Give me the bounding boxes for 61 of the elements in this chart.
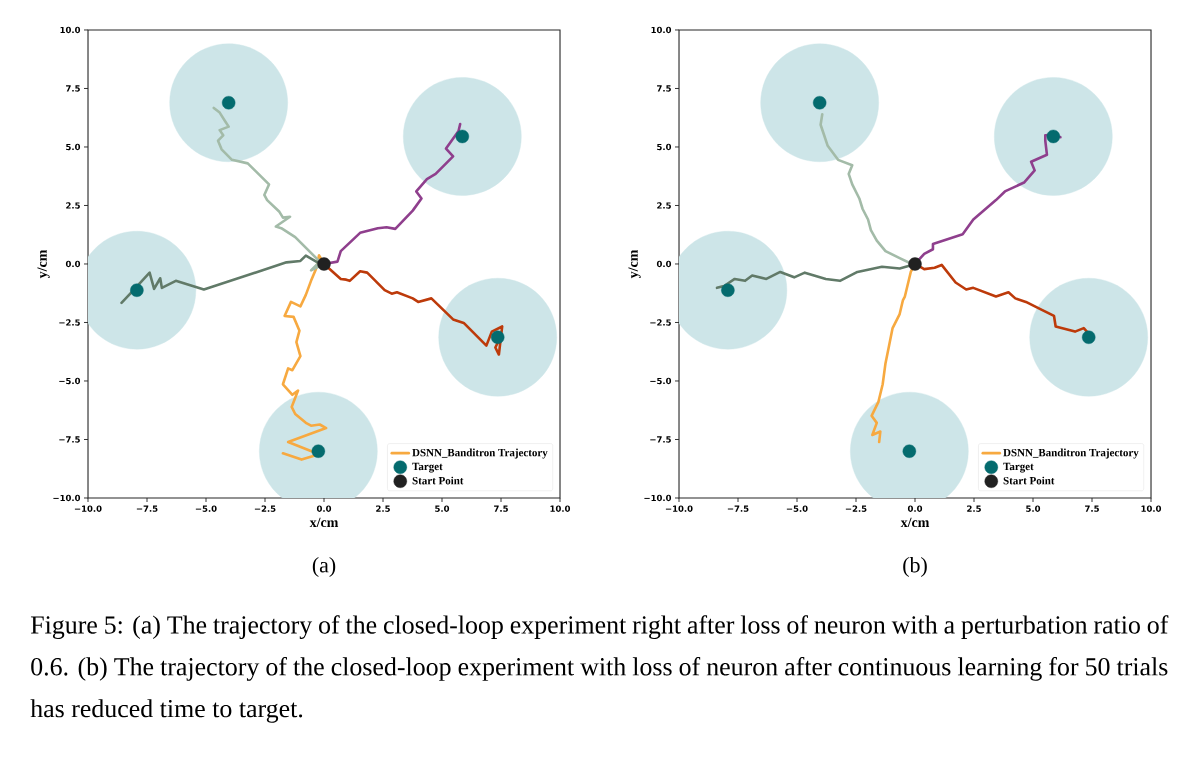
point xyxy=(311,444,326,458)
legend-label: DSNN_Banditron Trajectory xyxy=(412,448,548,459)
x-tick-label: −7.5 xyxy=(727,505,749,512)
point xyxy=(721,283,735,297)
y-axis-title: y/cm xyxy=(628,249,641,279)
y-tick-label: 0.0 xyxy=(65,260,81,268)
y-tick-label: 10.0 xyxy=(60,26,81,34)
y-tick-label: −2.5 xyxy=(650,319,671,326)
y-tick-label: 7.5 xyxy=(66,85,80,92)
y-tick-label: −2.5 xyxy=(59,319,80,326)
x-tick-label: 2.5 xyxy=(967,505,981,512)
x-tick-label: −10.0 xyxy=(665,505,693,512)
point xyxy=(317,257,331,271)
text: (a) xyxy=(312,557,336,577)
x-tick-label: 5.0 xyxy=(435,505,450,512)
point xyxy=(1046,129,1061,144)
legend-label: Start Point xyxy=(412,476,464,485)
x-tick-label: −2.5 xyxy=(845,505,867,512)
y-tick-label: −7.5 xyxy=(650,436,671,443)
x-tick-label: −10.0 xyxy=(74,505,102,512)
point xyxy=(812,96,827,110)
point xyxy=(908,257,922,271)
legend-label: Start Point xyxy=(1003,476,1055,485)
y-tick-label: 2.5 xyxy=(66,202,80,209)
point xyxy=(491,330,505,344)
x-tick-label: −2.5 xyxy=(254,505,276,512)
y-tick-label: −5.0 xyxy=(650,377,672,385)
y-tick-label: −10.0 xyxy=(53,494,81,502)
y-tick-label: 10.0 xyxy=(651,26,672,34)
x-axis-title: x/cm xyxy=(309,517,339,528)
point xyxy=(455,129,469,144)
x-tick-label: −5.0 xyxy=(195,505,217,512)
y-axis-title: y/cm xyxy=(37,249,50,279)
legend-label: Target xyxy=(412,462,443,473)
legend-label: DSNN_Banditron Trajectory xyxy=(1003,448,1139,459)
y-tick-label: −10.0 xyxy=(644,494,672,502)
y-tick-label: 5.0 xyxy=(66,143,81,151)
x-axis-title: x/cm xyxy=(900,517,930,528)
point xyxy=(1082,330,1096,344)
y-tick-label: 2.5 xyxy=(657,202,671,209)
x-tick-label: 0.0 xyxy=(907,505,923,512)
x-tick-label: 10.0 xyxy=(1141,505,1162,512)
caption: Figure 5: (a) The trajectory of the closed-loop experiment right after loss of neuron with a perturbation ratio of 0.6. (b) The trajectory of the closed-loop experiment with loss of neuron after continuous learning for 50 trials has reduced time to target. xyxy=(30,615,1169,723)
legend-label: Target xyxy=(1003,462,1034,473)
x-tick-label: 2.5 xyxy=(376,505,390,512)
x-tick-label: −5.0 xyxy=(786,505,808,512)
y-tick-label: 5.0 xyxy=(657,143,672,151)
point xyxy=(221,96,236,110)
x-tick-label: 10.0 xyxy=(550,505,571,512)
x-tick-label: 5.0 xyxy=(1026,505,1041,512)
x-tick-label: 0.0 xyxy=(316,505,332,512)
x-tick-label: 7.5 xyxy=(1085,505,1099,512)
x-tick-label: −7.5 xyxy=(136,505,158,512)
point xyxy=(130,283,144,297)
y-tick-label: 0.0 xyxy=(656,260,672,268)
point xyxy=(902,444,917,458)
y-tick-label: 7.5 xyxy=(657,85,671,92)
x-tick-label: 7.5 xyxy=(494,505,508,512)
y-tick-label: −7.5 xyxy=(59,436,80,443)
text: (b) xyxy=(903,557,927,577)
y-tick-label: −5.0 xyxy=(59,377,81,385)
